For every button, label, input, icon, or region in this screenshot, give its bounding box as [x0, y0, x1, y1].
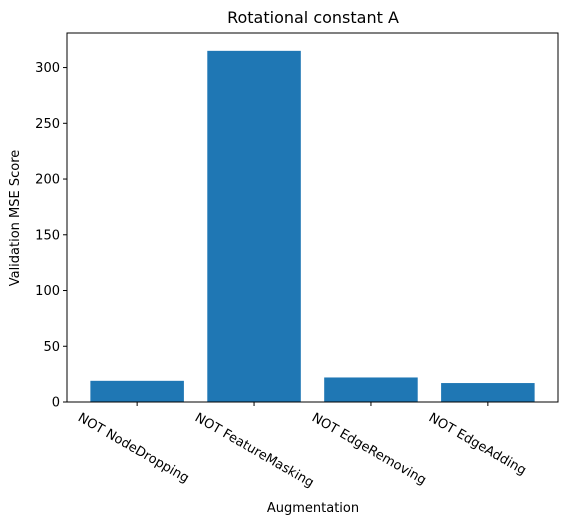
- x-tick-label-3: NOT EdgeAdding: [426, 410, 529, 478]
- y-tick-label-0: 0: [52, 396, 60, 411]
- bar-3: [441, 383, 535, 402]
- y-tick-label-6: 300: [35, 61, 60, 76]
- chart-title: Rotational constant A: [227, 8, 399, 27]
- y-axis-title: Validation MSE Score: [8, 150, 23, 287]
- x-tick-label-2: NOT EdgeRemoving: [309, 410, 429, 488]
- y-tick-label-1: 50: [43, 340, 60, 355]
- bar-1: [207, 50, 301, 403]
- bar-0: [90, 380, 184, 402]
- x-tick-label-1: NOT FeatureMasking: [192, 410, 316, 490]
- bars-group: [90, 50, 535, 403]
- y-tick-label-3: 150: [35, 228, 60, 243]
- bar-2: [324, 377, 418, 402]
- y-tick-label-4: 200: [35, 173, 60, 188]
- y-tick-label-2: 100: [35, 284, 60, 299]
- y-tick-label-5: 250: [35, 117, 60, 132]
- x-tick-label-0: NOT NodeDropping: [75, 410, 191, 486]
- plot-frame: [66, 32, 559, 403]
- x-axis-title: Augmentation: [267, 501, 359, 516]
- y-axis: 0 50 100 150 200 250 300: [35, 61, 67, 411]
